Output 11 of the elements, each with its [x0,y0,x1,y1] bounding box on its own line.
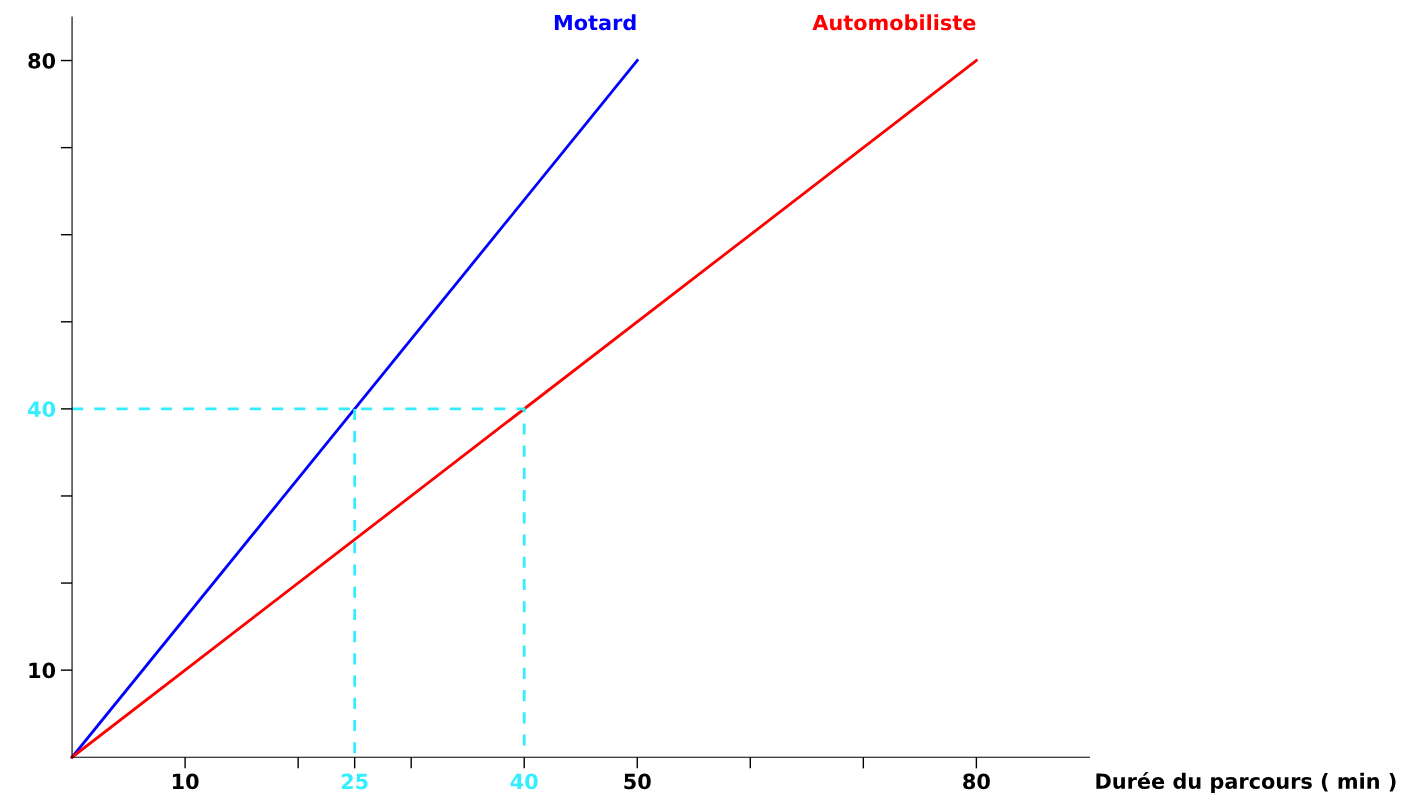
x-tick-label: 50 [624,773,651,790]
x-axis-title: Durée du parcours ( min ) [1096,772,1396,794]
y-tick-label: 40 [28,401,56,418]
x-tick-label: 10 [172,773,199,790]
series-label: Motard [554,14,636,31]
y-tick-label: 80 [28,52,56,69]
x-tick-label: 25 [341,773,368,790]
x-tick-label: 40 [510,773,538,790]
series-label: Automobiliste [812,14,976,31]
x-tick-label: 80 [963,773,990,790]
y-tick-label: 10 [29,662,56,679]
